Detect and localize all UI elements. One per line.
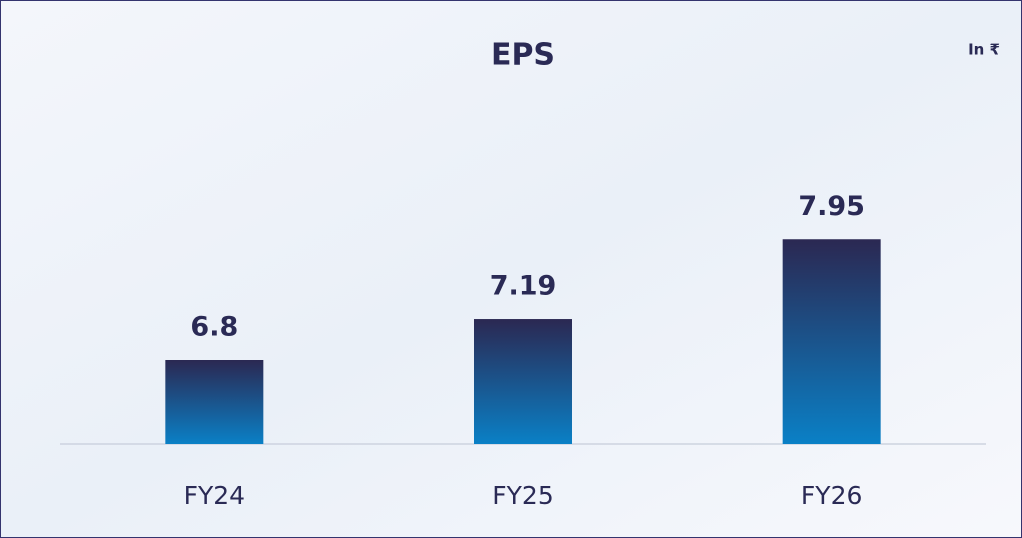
- bar: [165, 360, 264, 444]
- x-tick-label: FY24: [184, 481, 245, 510]
- x-tick-label: FY26: [801, 481, 862, 510]
- bar: [782, 239, 881, 444]
- chart-title: EPS: [491, 38, 555, 73]
- value-label: 6.8: [190, 312, 238, 343]
- value-label: 7.19: [490, 271, 557, 302]
- value-label: 7.95: [798, 191, 865, 222]
- unit-label: In ₹: [968, 41, 1000, 59]
- x-tick-label: FY25: [492, 481, 553, 510]
- bar: [474, 319, 572, 444]
